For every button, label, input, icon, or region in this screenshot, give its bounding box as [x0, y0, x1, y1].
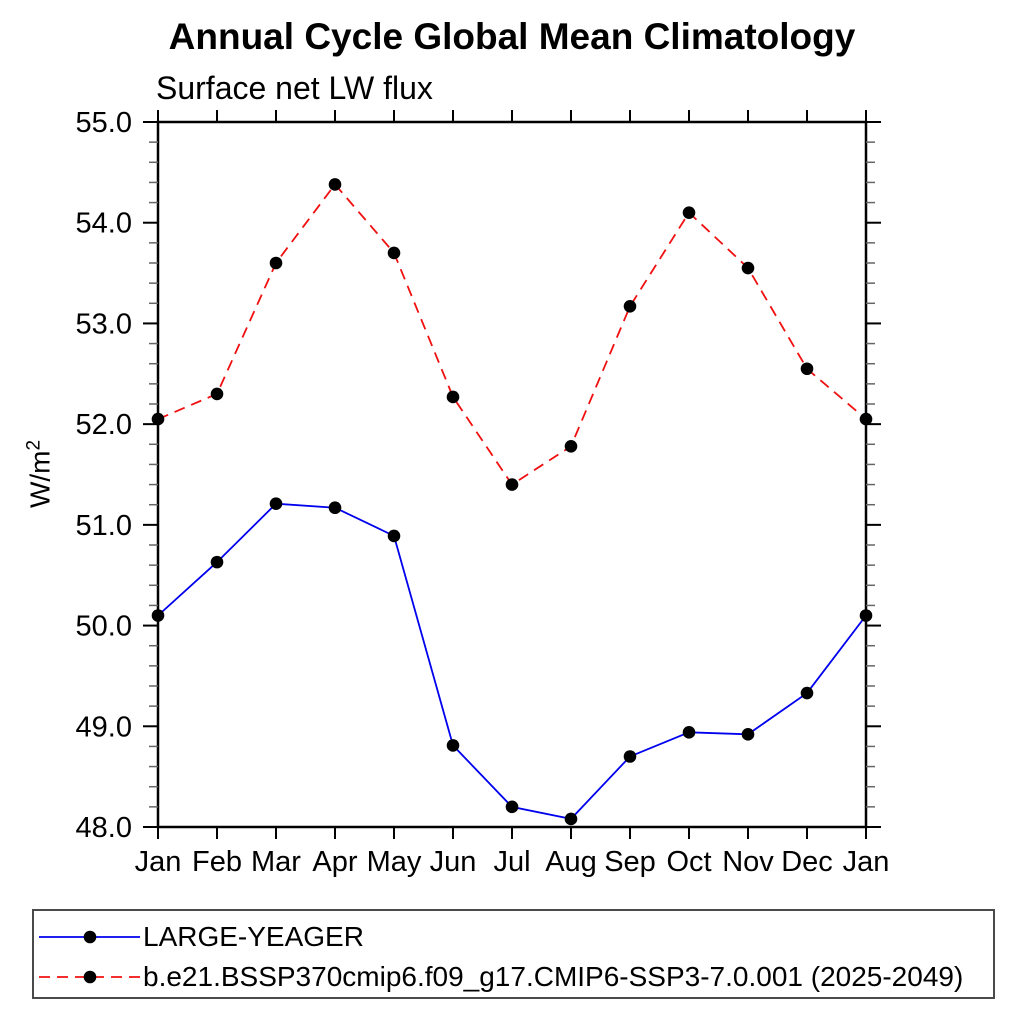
x-tick-label: Sep: [604, 846, 656, 878]
data-point-marker: [151, 609, 165, 622]
x-tick-label: Jan: [843, 846, 890, 878]
y-tick-label: 50.0: [76, 611, 132, 643]
x-tick-label: Oct: [666, 846, 711, 878]
y-tick-label: 49.0: [76, 711, 132, 743]
legend-item: b.e21.BSSP370cmip6.f09_g17.CMIP6-SSP3-7.…: [39, 959, 963, 995]
legend-marker-icon: [83, 930, 97, 944]
data-point-marker: [741, 728, 755, 741]
data-point-marker: [859, 412, 873, 426]
x-tick-label: Dec: [781, 846, 833, 878]
legend: LARGE-YEAGER b.e21.BSSP370cmip6.f09_g17.C…: [32, 909, 995, 999]
data-point-marker: [328, 501, 342, 515]
data-point-marker: [269, 497, 283, 511]
legend-label: LARGE-YEAGER: [143, 921, 364, 952]
y-axis-label-base: W/m: [24, 450, 56, 509]
legend-item: LARGE-YEAGER: [39, 919, 364, 955]
data-point-marker: [446, 390, 460, 404]
data-point-marker: [505, 478, 519, 491]
data-point-marker: [210, 387, 224, 401]
data-point-marker: [446, 739, 460, 752]
y-tick-label: 53.0: [76, 308, 132, 340]
data-point-marker: [741, 261, 755, 275]
y-tick-label: 52.0: [76, 409, 132, 441]
data-point-marker: [328, 178, 342, 191]
x-tick-label: May: [367, 846, 422, 878]
series-line-1: [157, 182, 867, 486]
x-tick-label: Feb: [192, 846, 242, 878]
legend-label: b.e21.BSSP370cmip6.f09_g17.CMIP6-SSP3-7.…: [143, 961, 964, 992]
data-point-marker: [269, 256, 283, 270]
x-tick-label: Jun: [430, 846, 477, 878]
data-point-marker: [623, 750, 637, 763]
x-tick-label: Apr: [312, 846, 357, 878]
data-point-marker: [682, 726, 696, 739]
legend-sample-dashed-line: [39, 970, 140, 984]
legend-sample-solid-line: [39, 930, 140, 944]
data-point-marker: [859, 609, 873, 622]
x-tick-label: Mar: [251, 846, 301, 878]
data-point-marker: [682, 206, 696, 219]
data-point-marker: [210, 555, 224, 569]
x-tick-label: Jul: [493, 846, 530, 878]
y-tick-label: 54.0: [76, 208, 132, 240]
data-point-marker: [623, 300, 637, 313]
data-point-marker: [800, 686, 814, 700]
chart-title: Annual Cycle Global Mean Climatology: [168, 16, 856, 57]
plot-frame: [156, 120, 868, 829]
legend-marker-icon: [83, 970, 97, 984]
y-tick-label: 55.0: [76, 107, 132, 139]
series-line-0: [157, 502, 867, 820]
data-point-marker: [564, 812, 578, 826]
y-axis-label: W/m2: [23, 440, 56, 508]
y-tick-label: 51.0: [76, 510, 132, 542]
x-tick-label: Nov: [722, 846, 774, 878]
data-point-marker: [387, 246, 401, 260]
x-tick-label: Aug: [545, 846, 597, 878]
data-point-marker: [505, 800, 519, 814]
y-axis-label-exponent: 2: [23, 439, 45, 451]
data-point-marker: [564, 440, 578, 453]
x-tick-label: Jan: [135, 846, 182, 878]
y-tick-label: 48.0: [76, 812, 132, 844]
data-point-marker: [151, 412, 165, 426]
data-point-marker: [800, 362, 814, 376]
chart-subtitle: Surface net LW flux: [156, 70, 433, 106]
data-point-marker: [387, 529, 401, 543]
